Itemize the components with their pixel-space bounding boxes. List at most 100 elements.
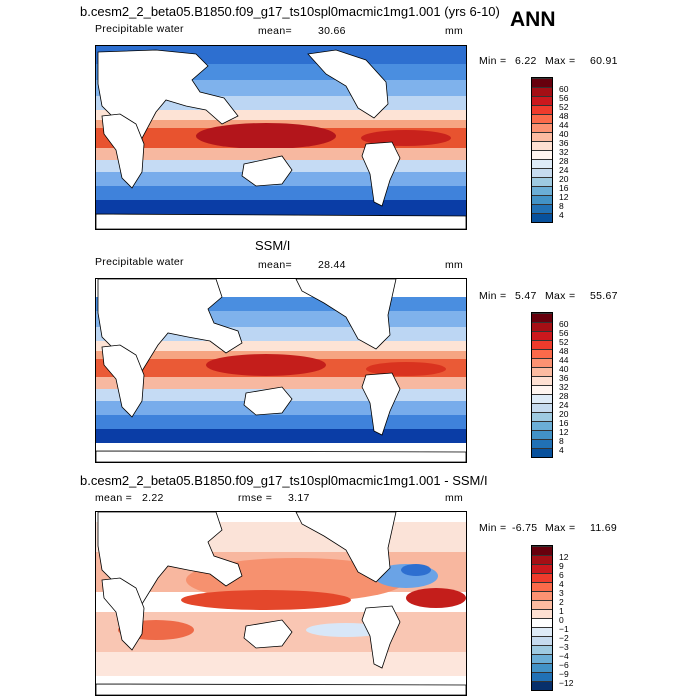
panel1-tick: 56: [559, 93, 569, 103]
colorbar-swatch: [532, 636, 552, 645]
panel1-tick: 48: [559, 111, 569, 121]
panel1-tick: 40: [559, 129, 569, 139]
panel1-tick: 4: [559, 210, 564, 220]
panel2-units: mm: [445, 259, 464, 271]
panel2-tick: 16: [559, 418, 569, 428]
colorbar-swatch: [532, 645, 552, 654]
colorbar-swatch: [532, 546, 552, 555]
colorbar-swatch: [532, 313, 552, 322]
panel2-mean-value: 28.44: [318, 259, 346, 271]
colorbar-swatch: [532, 141, 552, 150]
colorbar-swatch: [532, 177, 552, 186]
colorbar-swatch: [532, 591, 552, 600]
colorbar-swatch: [532, 394, 552, 403]
colorbar-swatch: [532, 573, 552, 582]
panel2-tick: 32: [559, 382, 569, 392]
colorbar-swatch: [532, 159, 552, 168]
panel3-mean-value: 2.22: [142, 492, 164, 504]
colorbar-swatch: [532, 564, 552, 573]
panel1-min-value: 6.22: [515, 55, 537, 67]
season-label: ANN: [510, 8, 556, 31]
panel1-tick: 8: [559, 201, 564, 211]
panel3-tick: 2: [559, 597, 564, 607]
panel2-tick: 56: [559, 328, 569, 338]
colorbar-swatch: [532, 186, 552, 195]
panel3-title: b.cesm2_2_beta05.B1850.f09_g17_ts10spl0m…: [80, 473, 488, 488]
panel1-min-label: Min =: [479, 55, 507, 67]
colorbar-swatch: [532, 663, 552, 672]
colorbar-swatch: [532, 114, 552, 123]
panel3-max-value: 11.69: [590, 522, 617, 534]
colorbar-swatch: [532, 600, 552, 609]
panel2-tick: 36: [559, 373, 569, 383]
panel2-min-value: 5.47: [515, 290, 537, 302]
panel1-tick: 12: [559, 192, 569, 202]
panel1-tick: 16: [559, 183, 569, 193]
panel1-tick: 20: [559, 174, 569, 184]
panel3-min-value: -6.75: [512, 522, 538, 534]
colorbar-swatch: [532, 412, 552, 421]
colorbar-swatch: [532, 132, 552, 141]
panel3-tick: −12: [559, 678, 574, 688]
colorbar-swatch: [532, 367, 552, 376]
panel3-tick: −1: [559, 624, 569, 634]
panel2-colorbar: [531, 312, 553, 458]
colorbar-swatch: [532, 322, 552, 331]
panel1-variable: Precipitable water: [95, 23, 184, 35]
panel3-max-label: Max =: [545, 522, 576, 534]
colorbar-swatch: [532, 358, 552, 367]
panel1-tick: 24: [559, 165, 569, 175]
panel1-mean-value: 30.66: [318, 25, 346, 37]
colorbar-swatch: [532, 213, 552, 222]
panel3-tick: −4: [559, 651, 569, 661]
panel2-map: [95, 278, 467, 463]
colorbar-swatch: [532, 195, 552, 204]
colorbar-swatch: [532, 681, 552, 690]
panel3-tick: 1: [559, 606, 564, 616]
panel3-tick: −9: [559, 669, 569, 679]
panel1-tick: 60: [559, 84, 569, 94]
panel3-tick: 4: [559, 579, 564, 589]
panel1-mean-label: mean=: [258, 25, 292, 37]
panel1-title: b.cesm2_2_beta05.B1850.f09_g17_ts10spl0m…: [80, 4, 500, 19]
panel1-map: [95, 45, 467, 230]
colorbar-swatch: [532, 582, 552, 591]
colorbar-swatch: [532, 204, 552, 213]
panel2-tick: 48: [559, 346, 569, 356]
colorbar-swatch: [532, 331, 552, 340]
panel1-colorbar: [531, 77, 553, 223]
panel2-max-label: Max =: [545, 290, 576, 302]
panel3-mean-label: mean =: [95, 492, 133, 504]
colorbar-swatch: [532, 87, 552, 96]
panel3-tick: 0: [559, 615, 564, 625]
panel3-tick: −2: [559, 633, 569, 643]
colorbar-swatch: [532, 105, 552, 114]
colorbar-swatch: [532, 150, 552, 159]
colorbar-swatch: [532, 439, 552, 448]
panel2-tick: 20: [559, 409, 569, 419]
colorbar-swatch: [532, 448, 552, 457]
panel3-tick: 9: [559, 561, 564, 571]
colorbar-swatch: [532, 430, 552, 439]
colorbar-swatch: [532, 654, 552, 663]
panel1-tick: 28: [559, 156, 569, 166]
panel2-tick: 8: [559, 436, 564, 446]
colorbar-swatch: [532, 672, 552, 681]
colorbar-swatch: [532, 385, 552, 394]
panel3-tick: 3: [559, 588, 564, 598]
panel2-tick: 40: [559, 364, 569, 374]
panel1-tick: 36: [559, 138, 569, 148]
panel2-tick: 60: [559, 319, 569, 329]
panel2-variable: Precipitable water: [95, 256, 184, 268]
panel3-colorbar: [531, 545, 553, 691]
colorbar-swatch: [532, 349, 552, 358]
panel1-units: mm: [445, 25, 464, 37]
colorbar-swatch: [532, 123, 552, 132]
panel2-tick: 12: [559, 427, 569, 437]
panel1-max-label: Max =: [545, 55, 576, 67]
panel3-tick: 6: [559, 570, 564, 580]
panel2-mean-label: mean=: [258, 259, 292, 271]
panel2-tick: 24: [559, 400, 569, 410]
panel2-max-value: 55.67: [590, 290, 618, 302]
colorbar-swatch: [532, 168, 552, 177]
